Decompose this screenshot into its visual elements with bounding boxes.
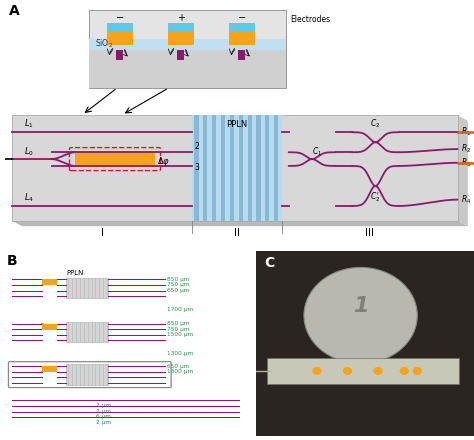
Text: SiO$_2$: SiO$_2$ <box>95 38 113 51</box>
Text: 3: 3 <box>195 163 200 172</box>
Text: II: II <box>234 228 240 238</box>
FancyBboxPatch shape <box>89 10 286 88</box>
Text: 750 μm: 750 μm <box>167 282 190 287</box>
Text: 850 μm: 850 μm <box>167 321 190 326</box>
FancyBboxPatch shape <box>221 115 225 221</box>
FancyBboxPatch shape <box>229 23 255 31</box>
Circle shape <box>401 367 408 374</box>
Circle shape <box>413 367 421 374</box>
Text: 1300 μm: 1300 μm <box>167 351 194 356</box>
FancyBboxPatch shape <box>247 115 252 221</box>
Text: 650 μm: 650 μm <box>167 288 190 293</box>
Text: 750 μm: 750 μm <box>167 327 190 332</box>
Text: 1300 μm: 1300 μm <box>167 369 194 374</box>
Text: $C_2$: $C_2$ <box>370 117 381 130</box>
Text: 2 μm: 2 μm <box>96 409 111 414</box>
Text: $L_1$: $L_1$ <box>24 118 33 130</box>
FancyBboxPatch shape <box>75 152 155 167</box>
Polygon shape <box>457 115 468 226</box>
Text: III: III <box>365 228 374 238</box>
Text: PPLN: PPLN <box>66 270 84 276</box>
Polygon shape <box>12 221 468 226</box>
Text: C: C <box>264 257 275 270</box>
FancyBboxPatch shape <box>89 51 286 88</box>
FancyBboxPatch shape <box>66 322 108 342</box>
Text: 2 μm: 2 μm <box>96 420 111 425</box>
FancyBboxPatch shape <box>230 115 234 221</box>
FancyBboxPatch shape <box>66 364 108 385</box>
Text: +: + <box>177 13 185 23</box>
FancyBboxPatch shape <box>177 50 184 60</box>
Text: PPLN: PPLN <box>227 121 247 129</box>
FancyBboxPatch shape <box>239 115 243 221</box>
FancyBboxPatch shape <box>42 323 56 330</box>
Text: $C_1$: $C_1$ <box>312 145 322 158</box>
FancyBboxPatch shape <box>192 115 282 221</box>
FancyBboxPatch shape <box>42 366 56 372</box>
Text: $R_2$: $R_2$ <box>461 143 472 155</box>
FancyBboxPatch shape <box>66 278 108 298</box>
Text: 1700 μm: 1700 μm <box>167 308 194 312</box>
FancyBboxPatch shape <box>42 279 56 285</box>
FancyBboxPatch shape <box>12 115 457 221</box>
Text: $R_3$: $R_3$ <box>461 157 472 169</box>
FancyBboxPatch shape <box>212 115 216 221</box>
Text: −: − <box>116 13 124 23</box>
FancyBboxPatch shape <box>274 115 278 221</box>
FancyBboxPatch shape <box>203 115 208 221</box>
FancyBboxPatch shape <box>265 115 270 221</box>
Text: 1500 μm: 1500 μm <box>167 332 194 337</box>
Text: 650 μm: 650 μm <box>167 364 190 369</box>
Text: 2 μm: 2 μm <box>96 403 111 408</box>
Text: Electrodes: Electrodes <box>290 15 330 24</box>
FancyBboxPatch shape <box>168 31 193 45</box>
FancyBboxPatch shape <box>194 115 199 221</box>
Text: 850 μm: 850 μm <box>167 277 190 282</box>
FancyBboxPatch shape <box>89 39 286 51</box>
Text: $R_1$: $R_1$ <box>461 126 472 139</box>
Text: 1: 1 <box>353 296 368 316</box>
FancyBboxPatch shape <box>107 23 133 31</box>
FancyBboxPatch shape <box>256 251 474 436</box>
Text: 6 μm: 6 μm <box>96 414 111 419</box>
FancyBboxPatch shape <box>116 50 123 60</box>
FancyBboxPatch shape <box>107 31 133 45</box>
FancyBboxPatch shape <box>229 31 255 45</box>
FancyBboxPatch shape <box>256 115 261 221</box>
Circle shape <box>304 268 417 363</box>
Text: $L_4$: $L_4$ <box>24 192 34 205</box>
Text: Δ$\varphi$: Δ$\varphi$ <box>157 155 170 168</box>
FancyBboxPatch shape <box>267 358 459 384</box>
Circle shape <box>313 367 321 374</box>
Text: A: A <box>9 4 19 18</box>
Text: B: B <box>7 253 18 268</box>
Circle shape <box>344 367 351 374</box>
Circle shape <box>374 367 382 374</box>
Text: −: − <box>237 13 246 23</box>
Text: I: I <box>100 228 104 238</box>
Text: 2: 2 <box>195 142 200 151</box>
FancyBboxPatch shape <box>238 50 246 60</box>
FancyBboxPatch shape <box>168 23 193 31</box>
Text: $C_2'$: $C_2'$ <box>370 191 381 204</box>
Text: $R_4$: $R_4$ <box>461 194 472 206</box>
Text: $L_0$: $L_0$ <box>24 145 34 158</box>
